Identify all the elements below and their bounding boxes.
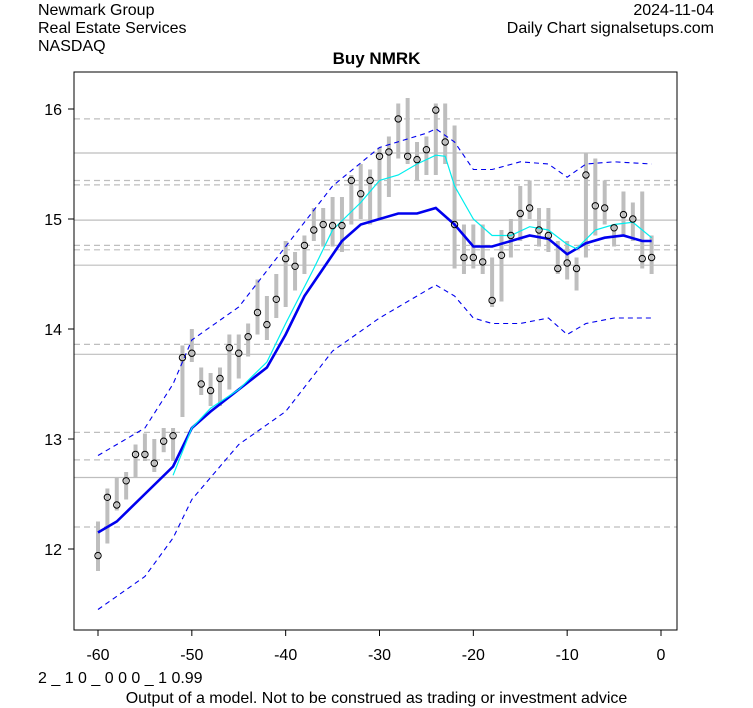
close-point [159, 437, 168, 445]
disclaimer: Output of a model. Not to be construed a… [125, 690, 628, 707]
lower-band-line [97, 284, 652, 610]
x-tick-label: -20 [462, 647, 485, 664]
close-point [525, 204, 534, 212]
close-point [497, 251, 506, 260]
close-point [141, 450, 149, 459]
close-point [450, 220, 459, 229]
close-point [319, 220, 327, 229]
close-point [328, 221, 337, 230]
close-point [432, 106, 440, 114]
close-point [535, 226, 543, 234]
close-point [629, 215, 637, 223]
close-point [479, 258, 487, 266]
close-point [385, 148, 393, 156]
close-point [610, 224, 618, 232]
x-tick-label: -30 [368, 647, 391, 664]
close-point [591, 202, 600, 210]
chart-title: Buy NMRK [332, 49, 421, 68]
close-point [403, 152, 412, 161]
close-point [619, 210, 628, 219]
close-point [235, 349, 243, 357]
close-point [375, 152, 384, 161]
y-tick-label: 16 [44, 102, 62, 119]
chart-source: Daily Chart signalsetups.com [506, 20, 714, 37]
close-point [469, 253, 478, 262]
close-point [291, 262, 299, 270]
close-point [122, 477, 130, 485]
close-point [150, 459, 159, 467]
x-tick-label: -10 [556, 647, 579, 664]
close-point [647, 253, 656, 262]
close-point [216, 374, 224, 383]
close-point [507, 231, 515, 240]
x-tick-label: -60 [86, 647, 109, 664]
close-point [272, 295, 280, 303]
close-point [244, 333, 252, 341]
close-point [357, 190, 365, 198]
close-point [582, 171, 590, 179]
y-tick-label: 14 [44, 322, 62, 339]
plot-frame [73, 71, 678, 631]
close-point [554, 264, 562, 273]
close-point [113, 501, 121, 509]
close-point [169, 432, 177, 440]
close-point [394, 115, 402, 123]
x-tick-label: -50 [180, 647, 203, 664]
close-point [572, 264, 581, 273]
close-point [563, 259, 571, 267]
close-point [206, 386, 215, 395]
close-point [197, 380, 205, 388]
close-point [338, 221, 346, 230]
close-point [94, 551, 102, 560]
close-point [422, 146, 431, 154]
y-tick-label: 13 [44, 432, 62, 449]
close-point [131, 450, 140, 459]
chart-date: 2024-11-04 [633, 2, 714, 19]
exchange: NASDAQ [38, 38, 106, 55]
close-point [178, 353, 187, 362]
upper-band-line [97, 128, 652, 456]
close-point [253, 308, 262, 317]
close-point [188, 349, 196, 357]
close-point [281, 254, 290, 263]
close-point [366, 176, 374, 185]
x-tick-label: 0 [657, 647, 666, 664]
close-point [638, 254, 646, 263]
model-code: 2 _ 1 0 _ 0 0 0 _ 1 0.99 [38, 670, 203, 687]
close-point [601, 204, 609, 212]
close-point [310, 226, 318, 234]
close-point [544, 231, 553, 240]
moving-average-line [97, 206, 652, 534]
close-point [488, 296, 496, 305]
close-point [516, 209, 524, 218]
close-point [103, 493, 112, 501]
fast-average-line [172, 154, 652, 476]
close-point [300, 241, 309, 250]
close-point [413, 155, 421, 164]
x-tick-label: -40 [274, 647, 297, 664]
y-tick-label: 12 [44, 542, 62, 559]
close-point [225, 344, 234, 352]
y-tick-label: 15 [44, 212, 62, 229]
close-point [347, 176, 356, 185]
company-name: Newmark Group [38, 2, 155, 19]
close-point [441, 138, 449, 146]
sector: Real Estate Services [38, 20, 187, 37]
close-point [263, 320, 271, 329]
close-point [460, 253, 468, 262]
